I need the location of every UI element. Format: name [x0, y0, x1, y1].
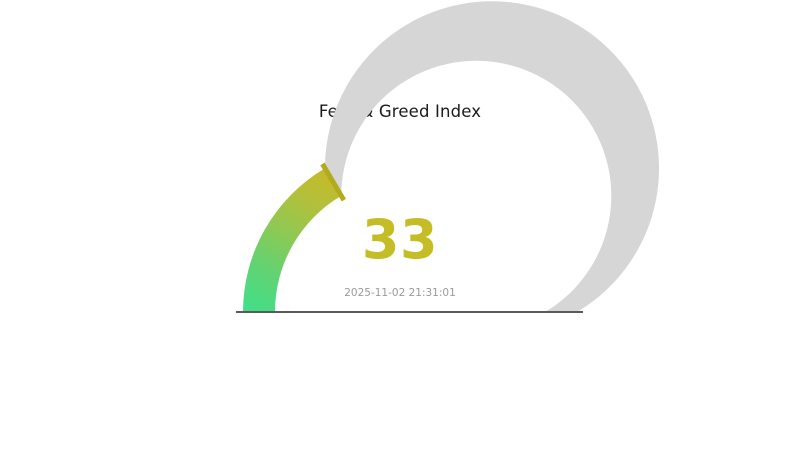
gauge-value-arc — [243, 168, 342, 312]
gauge-track-remainder — [324, 1, 659, 312]
gauge-threshold-marker — [320, 162, 346, 202]
gauge-timestamp: 2025-11-02 21:31:01 — [344, 287, 456, 299]
gauge-value-readout: 33 — [361, 208, 439, 271]
gauge-baseline-rule — [236, 311, 583, 313]
